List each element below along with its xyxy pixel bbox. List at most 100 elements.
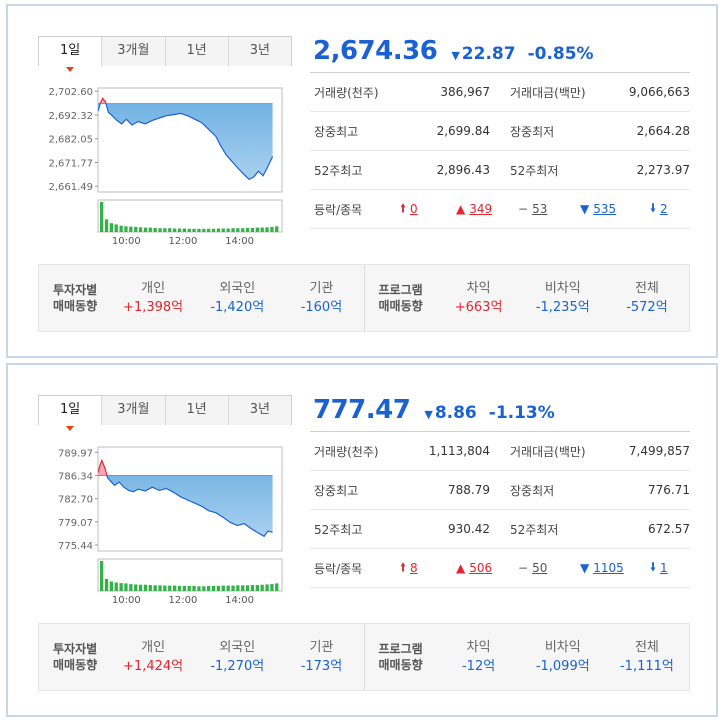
y-tick-label: 2,702.60	[48, 87, 93, 98]
fall-count[interactable]: 1105	[593, 561, 624, 575]
flow-label: 차익	[466, 640, 491, 655]
volume-value: 386,967	[440, 85, 490, 99]
flat-dash-icon: −	[518, 202, 529, 216]
volume-bar	[245, 585, 250, 591]
volume-bar	[207, 228, 211, 232]
y-tick-label: 2,661.49	[48, 182, 93, 193]
tab-1-day[interactable]: 1일	[39, 396, 102, 431]
lower-limit-count[interactable]: 1	[660, 561, 668, 575]
volume-label: 거래량(천주)	[314, 444, 379, 459]
flow-item-individual: 개인 +1,424억	[111, 638, 195, 676]
y-tick-label: 782.70	[58, 495, 93, 506]
flow-label: 비차익	[544, 640, 581, 655]
tab-3-years[interactable]: 3년	[227, 396, 291, 425]
change-rate: -0.85%	[527, 44, 594, 64]
flat-count[interactable]: 50	[532, 561, 548, 575]
52w-low-value: 2,273.97	[636, 163, 690, 177]
volume-bar	[207, 585, 211, 591]
intraday-chart: 2,702.60 2,692.32 2,682.05 2,671.77 2,661.49…	[48, 87, 283, 246]
flow-item-institution: 기관 -173억	[279, 638, 363, 676]
volume-bar	[192, 228, 196, 232]
volume-bar	[124, 583, 128, 591]
flow-value: -12억	[461, 659, 496, 674]
day-low-value: 776.71	[648, 483, 690, 497]
flow-value: -1,111억	[619, 659, 674, 674]
rise-item[interactable]: ▲ 349	[456, 202, 518, 216]
tab-1-year[interactable]: 1년	[164, 396, 228, 425]
flow-value: -572억	[626, 300, 668, 315]
volume-value: 1,113,804	[428, 444, 490, 458]
volume-bar	[109, 223, 113, 232]
volume-bar	[260, 584, 264, 591]
lower-limit-item[interactable]: 🠛 1	[650, 558, 690, 579]
flow-value: -1,099억	[535, 659, 590, 674]
tab-3-months[interactable]: 3개월	[101, 37, 165, 66]
fall-item[interactable]: ▼ 1105	[580, 561, 650, 575]
volume-bar	[211, 585, 216, 591]
stats-row: 52주최고 2,896.43 52주최저 2,273.97	[310, 151, 690, 190]
lower-limit-item[interactable]: 🠛 2	[650, 199, 690, 220]
upper-limit-count[interactable]: 0	[410, 202, 418, 216]
volume-bar	[163, 228, 167, 232]
flow-item-arbitrage: 차익 +663억	[437, 279, 521, 317]
rise-item[interactable]: ▲ 506	[456, 561, 518, 575]
day-high-value: 2,699.84	[436, 124, 490, 138]
tab-3-months[interactable]: 3개월	[101, 396, 165, 425]
fall-count[interactable]: 535	[593, 202, 617, 216]
rise-triangle-icon: ▲	[456, 561, 466, 575]
price-line	[106, 475, 273, 538]
volume-bar	[265, 584, 269, 591]
intraday-chart: 789.97 786.34 782.70 779.07 775.44 10:00 12:00…	[58, 446, 283, 605]
change-value: 8.86	[434, 403, 477, 423]
flat-count[interactable]: 53	[532, 202, 548, 216]
investor-flow-title-line1: 투자자별	[53, 642, 98, 656]
investor-flow-title-line2: 매매동향	[53, 299, 98, 313]
volume-bar	[138, 584, 143, 591]
upper-limit-item[interactable]: 🠙 8	[400, 558, 456, 579]
lower-limit-count[interactable]: 2	[660, 202, 668, 216]
day-low-label: 장중최저	[510, 124, 555, 139]
fall-triangle-icon: ▼	[580, 561, 590, 575]
flat-item[interactable]: − 50	[518, 561, 580, 575]
tab-1-year[interactable]: 1년	[164, 37, 228, 66]
down-arrow-icon: ▼	[451, 49, 460, 62]
flow-item-individual: 개인 +1,398억	[111, 279, 195, 317]
stats-row: 거래량(천주) 1,113,804 거래대금(백만) 7,499,857	[310, 432, 690, 471]
market-breadth: 🠙 0 ▲ 349 − 53 ▼ 535 🠛 2	[400, 199, 690, 220]
upper-limit-count[interactable]: 8	[410, 561, 418, 575]
volume-bar	[182, 585, 186, 591]
tab-3-years[interactable]: 3년	[227, 37, 291, 66]
flat-item[interactable]: − 53	[518, 202, 580, 216]
program-flow-title: 프로그램 매매동향	[365, 641, 437, 673]
y-tick-label: 779.07	[58, 518, 93, 529]
investor-flow: 투자자별 매매동향 개인 +1,424억 외국인 -1,270억 기관 -173…	[39, 624, 364, 690]
program-flow-title-line2: 매매동향	[378, 299, 423, 313]
x-tick-label: 14:00	[225, 595, 254, 605]
volume-bar	[100, 561, 104, 591]
kosdaq-panel: 1일 3개월 1년 3년 789.97 786.34 782.70 779.07 775…	[6, 363, 718, 717]
price-line	[98, 103, 274, 181]
volume-bar	[100, 202, 104, 232]
investor-flow-title: 투자자별 매매동향	[39, 282, 111, 314]
volume-bar	[114, 224, 118, 232]
upper-limit-item[interactable]: 🠙 0	[400, 199, 456, 220]
volume-bar	[124, 226, 128, 232]
trade-value: 7,499,857	[628, 444, 690, 458]
upper-limit-arrow-icon: 🠙	[400, 559, 407, 574]
tab-1-day[interactable]: 1일	[39, 37, 102, 72]
period-tabs: 1일 3개월 1년 3년	[38, 36, 292, 72]
flow-label: 개인	[141, 640, 166, 655]
volume-bar	[143, 227, 148, 232]
fall-item[interactable]: ▼ 535	[580, 202, 650, 216]
rise-count[interactable]: 349	[469, 202, 493, 216]
volume-bar	[187, 228, 191, 232]
rise-count[interactable]: 506	[469, 561, 493, 575]
flow-item-arbitrage: 차익 -12억	[437, 638, 521, 676]
volume-bar	[177, 585, 182, 591]
program-flow: 프로그램 매매동향 차익 +663억 비차익 -1,235억 전체 -572억	[363, 265, 690, 331]
investor-flow: 투자자별 매매동향 개인 +1,398억 외국인 -1,420억 기관 -160…	[39, 265, 364, 331]
index-value: 777.47	[313, 395, 411, 425]
day-low-value: 2,664.28	[636, 124, 690, 138]
change-value: 22.87	[461, 44, 516, 64]
52w-high-label: 52주최고	[314, 163, 363, 178]
